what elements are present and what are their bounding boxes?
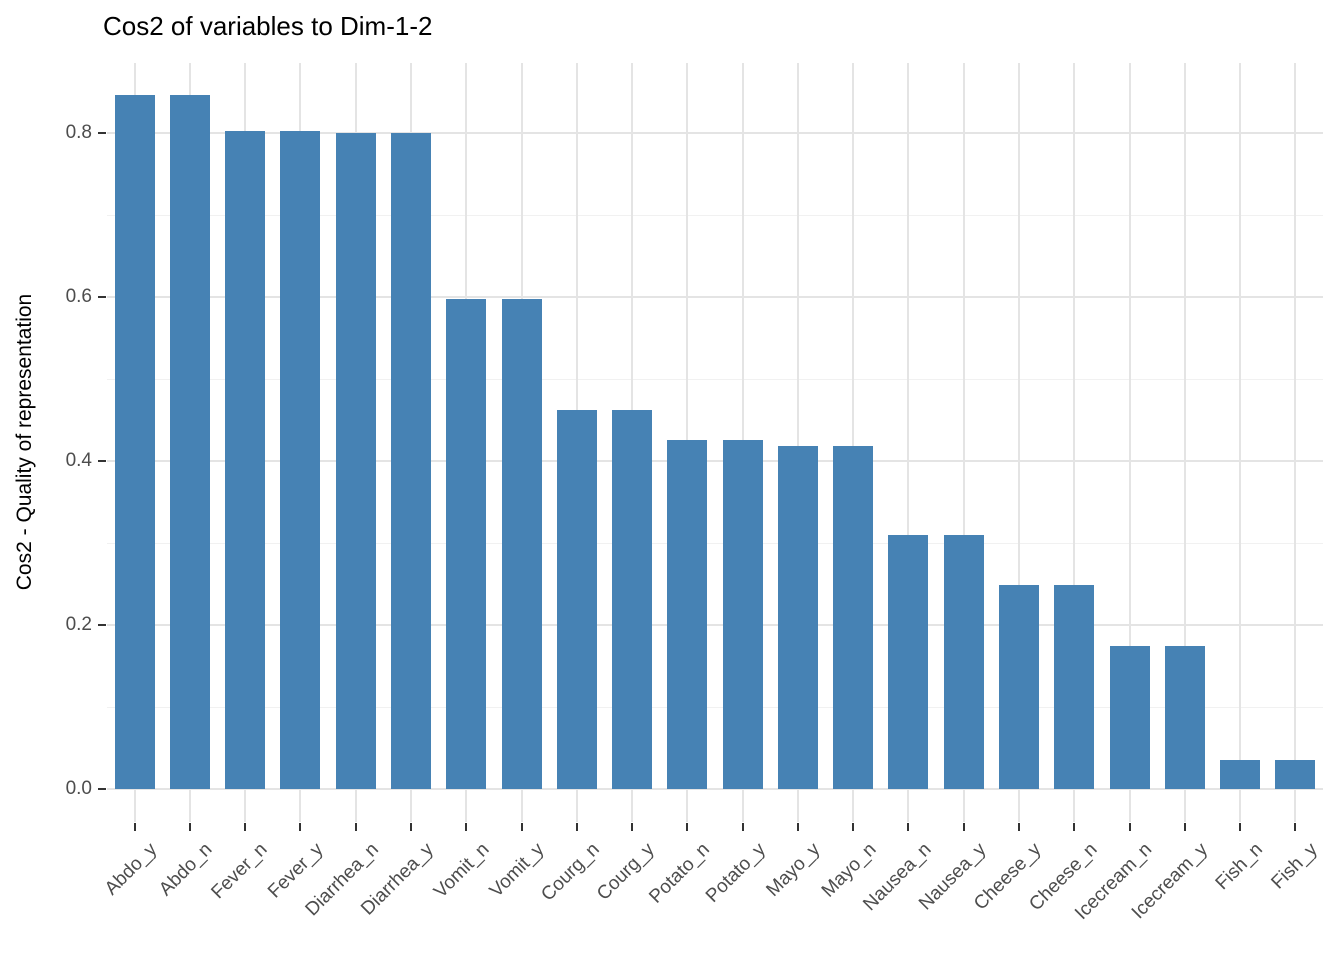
y-axis-tick xyxy=(98,132,106,134)
x-gridline-major xyxy=(1073,63,1076,822)
x-axis-tick xyxy=(188,823,191,831)
x-tick-label: Fish_n xyxy=(1211,839,1267,895)
x-axis-tick xyxy=(1128,823,1131,831)
y-tick-label: 0.0 xyxy=(65,778,92,799)
y-tick-label: 0.2 xyxy=(65,614,92,635)
y-gridline-minor xyxy=(107,542,1323,544)
y-axis-tick xyxy=(98,296,106,298)
bar-Courg_y xyxy=(612,410,653,789)
x-axis-tick xyxy=(299,823,302,831)
x-tick-label: Courg_n xyxy=(537,839,604,906)
bar-Courg_n xyxy=(556,410,597,789)
bar-Fever_n xyxy=(225,131,266,789)
bar-Potato_y xyxy=(722,440,763,789)
bar-Fish_n xyxy=(1220,760,1261,789)
bar-Abdo_y xyxy=(114,95,155,789)
bar-Abdo_n xyxy=(169,95,210,789)
bar-Nausea_n xyxy=(888,535,929,789)
bar-Cheese_n xyxy=(1054,585,1095,789)
x-tick-label: Potato_n xyxy=(645,839,715,908)
x-gridline-major xyxy=(1128,63,1131,822)
y-gridline-minor xyxy=(107,378,1323,380)
y-tick-label: 0.8 xyxy=(65,122,92,143)
bar-Cheese_y xyxy=(999,585,1039,789)
bar-Nausea_y xyxy=(943,535,984,789)
x-axis-tick xyxy=(354,823,357,831)
y-axis-title: Cos2 - Quality of representation xyxy=(13,293,36,591)
x-axis-tick xyxy=(1239,823,1242,831)
x-axis-tick xyxy=(575,823,578,831)
y-axis-tick xyxy=(98,624,106,626)
bar-Fever_y xyxy=(280,131,321,789)
x-axis-tick xyxy=(1018,823,1020,831)
x-tick-label: Vomit_n xyxy=(429,839,494,903)
x-axis-tick xyxy=(1183,823,1186,831)
x-axis-tick xyxy=(796,823,799,831)
y-gridline-major xyxy=(107,788,1323,790)
x-axis-tick xyxy=(741,823,744,831)
y-tick-label: 0.4 xyxy=(65,450,92,471)
x-axis-tick xyxy=(1073,823,1076,831)
x-axis-tick xyxy=(410,823,412,831)
bar-Fish_y xyxy=(1275,760,1316,789)
x-tick-label: Potato_y xyxy=(701,839,770,907)
x-axis-tick xyxy=(907,823,910,831)
x-axis-tick xyxy=(852,823,855,831)
x-tick-label: Abdo_y xyxy=(101,839,162,900)
bar-Potato_n xyxy=(667,440,708,789)
x-tick-label: Mayo_y xyxy=(762,839,825,901)
y-tick-label: 0.6 xyxy=(65,286,92,307)
bar-Icecream_n xyxy=(1109,646,1150,789)
bar-Diarrhea_n xyxy=(335,133,376,789)
y-gridline-minor xyxy=(107,214,1323,216)
y-axis-tick xyxy=(98,788,106,790)
x-tick-label: Abdo_n xyxy=(155,839,217,901)
bar-Diarrhea_y xyxy=(391,133,431,789)
x-axis-tick xyxy=(686,823,689,831)
x-gridline-major xyxy=(907,63,910,822)
y-gridline-major xyxy=(107,296,1323,298)
x-gridline-major xyxy=(1239,63,1242,822)
x-gridline-major xyxy=(852,63,855,822)
x-gridline-major xyxy=(1018,63,1020,822)
x-gridline-major xyxy=(796,63,799,822)
x-gridline-major xyxy=(1183,63,1186,822)
y-gridline-major xyxy=(107,624,1323,626)
bar-Vomit_y xyxy=(501,299,542,789)
bar-Mayo_n xyxy=(833,446,874,789)
bar-Vomit_n xyxy=(446,299,487,789)
bar-Icecream_y xyxy=(1164,646,1205,789)
x-axis-tick xyxy=(631,823,634,831)
x-gridline-major xyxy=(962,63,965,822)
x-axis-tick xyxy=(520,823,523,831)
x-axis-tick xyxy=(962,823,965,831)
x-axis-tick xyxy=(244,823,247,831)
x-axis-tick xyxy=(1294,823,1297,831)
x-axis-tick xyxy=(465,823,468,831)
plot-panel xyxy=(107,63,1323,822)
x-tick-label: Fever_n xyxy=(207,839,273,904)
y-axis-tick xyxy=(98,460,106,462)
chart-title: Cos2 of variables to Dim-1-2 xyxy=(103,11,433,41)
x-tick-label: Fish_y xyxy=(1267,839,1323,894)
y-gridline-major xyxy=(107,460,1323,462)
x-gridline-major xyxy=(1294,63,1297,822)
y-gridline-minor xyxy=(107,706,1323,708)
bar-Mayo_y xyxy=(777,446,818,789)
y-gridline-major xyxy=(107,132,1323,134)
x-axis-tick xyxy=(133,823,136,831)
